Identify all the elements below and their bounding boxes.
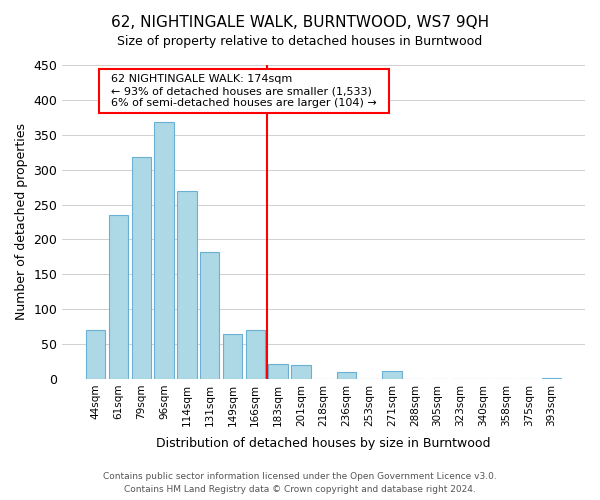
Text: Contains public sector information licensed under the Open Government Licence v3: Contains public sector information licen…	[103, 472, 497, 481]
Bar	[131, 157, 151, 379]
Y-axis label: Number of detached properties: Number of detached properties	[15, 124, 28, 320]
Bar	[245, 330, 265, 379]
Text: 62 NIGHTINGALE WALK: 174sqm  
  ← 93% of detached houses are smaller (1,533)  
 : 62 NIGHTINGALE WALK: 174sqm ← 93% of det…	[104, 74, 384, 108]
Bar	[268, 364, 288, 379]
Bar	[200, 252, 220, 379]
Text: Size of property relative to detached houses in Burntwood: Size of property relative to detached ho…	[118, 35, 482, 48]
Bar	[382, 370, 402, 379]
Bar	[223, 334, 242, 379]
Bar	[86, 330, 106, 379]
Text: 62, NIGHTINGALE WALK, BURNTWOOD, WS7 9QH: 62, NIGHTINGALE WALK, BURNTWOOD, WS7 9QH	[111, 15, 489, 30]
Bar	[337, 372, 356, 379]
Bar	[542, 378, 561, 379]
Bar	[291, 365, 311, 379]
Bar	[154, 122, 174, 379]
Bar	[177, 190, 197, 379]
Bar	[109, 215, 128, 379]
Text: Contains HM Land Registry data © Crown copyright and database right 2024.: Contains HM Land Registry data © Crown c…	[124, 485, 476, 494]
X-axis label: Distribution of detached houses by size in Burntwood: Distribution of detached houses by size …	[157, 437, 491, 450]
